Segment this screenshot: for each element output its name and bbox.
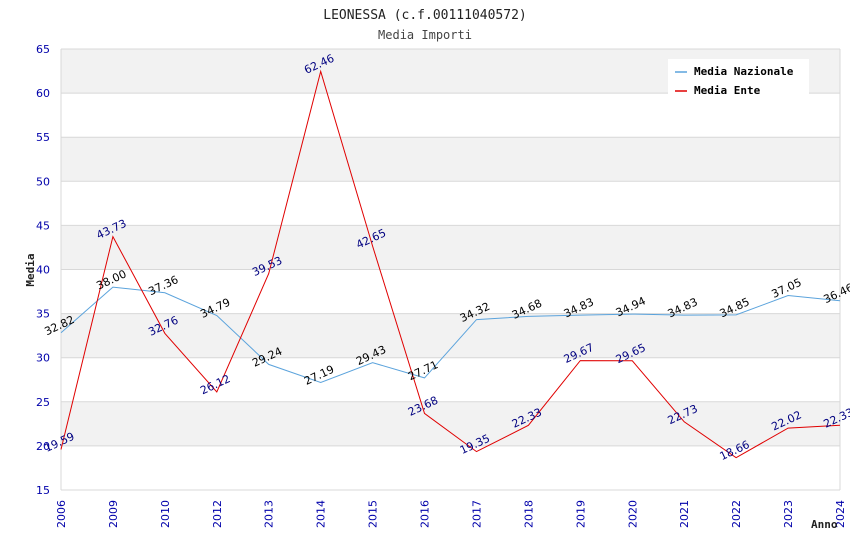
- x-tick-label: 2017: [470, 500, 483, 528]
- x-axis-label: Anno: [811, 518, 838, 531]
- y-axis-label: Media: [24, 253, 37, 286]
- y-tick-label: 25: [36, 396, 50, 409]
- x-tick-label: 2015: [367, 500, 380, 528]
- x-tick-label: 2016: [419, 500, 432, 528]
- x-axis-ticks: 2006 2009 2010 2012 2013 2014 2015 2016 2017 2018…: [55, 500, 847, 528]
- background-band: [61, 445, 840, 490]
- x-tick-label: 2010: [159, 500, 172, 528]
- y-tick-label: 40: [36, 264, 50, 277]
- legend-label-media-nazionale: Media Nazionale: [694, 65, 794, 78]
- x-tick-label: 2006: [55, 500, 68, 528]
- x-tick-label: 2014: [315, 500, 328, 528]
- gridlines: [60, 48, 841, 491]
- y-tick-label: 30: [36, 352, 50, 365]
- background-band: [61, 225, 840, 270]
- y-tick-label: 65: [36, 43, 50, 56]
- x-tick-label: 2012: [211, 500, 224, 528]
- series-line-media-ente: [60, 69, 841, 459]
- background-band: [61, 357, 840, 402]
- series-line-media-nazionale: [60, 286, 841, 384]
- y-tick-label: 60: [36, 87, 50, 100]
- x-tick-label: 2024: [834, 500, 847, 528]
- y-tick-label: 55: [36, 131, 50, 144]
- chart-subtitle: Media Importi: [378, 28, 472, 42]
- legend-label-media-ente: Media Ente: [694, 84, 761, 97]
- x-tick-label: 2021: [678, 500, 691, 528]
- x-tick-label: 2019: [574, 500, 587, 528]
- legend-box: [668, 59, 809, 97]
- x-tick-label: 2020: [626, 500, 639, 528]
- y-tick-label: 35: [36, 308, 50, 321]
- y-tick-label: 15: [36, 484, 50, 497]
- y-tick-label: 20: [36, 440, 50, 453]
- background-band: [61, 401, 840, 446]
- x-tick-label: 2023: [782, 500, 795, 528]
- x-tick-label: 2013: [263, 500, 276, 528]
- legend: Media Nazionale Media Ente: [668, 59, 809, 97]
- chart-title: LEONESSA (c.f.00111040572): [323, 8, 527, 23]
- series-lines: [60, 69, 841, 459]
- x-tick-label: 2018: [522, 500, 535, 528]
- background-bands: [61, 49, 840, 490]
- y-tick-label: 45: [36, 219, 50, 232]
- background-band: [61, 181, 840, 226]
- y-axis-ticks: 15 20 25 30 35 40 45 50 55 60 65: [36, 43, 50, 497]
- x-tick-label: 2022: [730, 500, 743, 528]
- background-band: [61, 93, 840, 138]
- x-tick-label: 2009: [107, 500, 120, 528]
- background-band: [61, 137, 840, 182]
- background-band: [61, 313, 840, 358]
- y-tick-label: 50: [36, 175, 50, 188]
- background-band: [61, 269, 840, 314]
